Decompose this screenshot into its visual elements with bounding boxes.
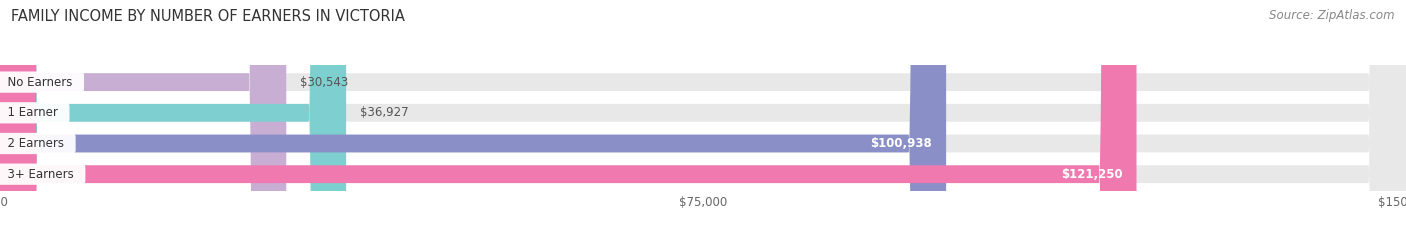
Text: $100,938: $100,938	[870, 137, 932, 150]
Text: $30,543: $30,543	[301, 76, 349, 89]
Text: 1 Earner: 1 Earner	[0, 106, 65, 119]
Text: Source: ZipAtlas.com: Source: ZipAtlas.com	[1270, 9, 1395, 22]
FancyBboxPatch shape	[0, 0, 946, 233]
Text: 3+ Earners: 3+ Earners	[0, 168, 82, 181]
FancyBboxPatch shape	[0, 0, 287, 233]
Text: No Earners: No Earners	[0, 76, 80, 89]
Text: $121,250: $121,250	[1062, 168, 1122, 181]
FancyBboxPatch shape	[0, 0, 1136, 233]
FancyBboxPatch shape	[0, 0, 346, 233]
Text: FAMILY INCOME BY NUMBER OF EARNERS IN VICTORIA: FAMILY INCOME BY NUMBER OF EARNERS IN VI…	[11, 9, 405, 24]
Text: 2 Earners: 2 Earners	[0, 137, 72, 150]
Text: $36,927: $36,927	[360, 106, 409, 119]
